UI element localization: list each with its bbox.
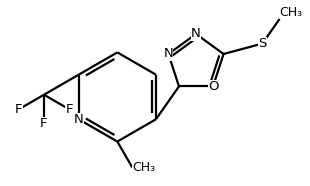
Text: S: S <box>258 37 267 50</box>
Text: F: F <box>65 103 73 116</box>
Text: F: F <box>15 103 23 116</box>
Text: CH₃: CH₃ <box>280 6 303 19</box>
Text: O: O <box>208 80 218 93</box>
Text: N: N <box>164 47 173 60</box>
Text: CH₃: CH₃ <box>132 161 156 174</box>
Text: N: N <box>191 28 201 41</box>
Text: F: F <box>40 117 48 130</box>
Text: N: N <box>74 113 84 126</box>
